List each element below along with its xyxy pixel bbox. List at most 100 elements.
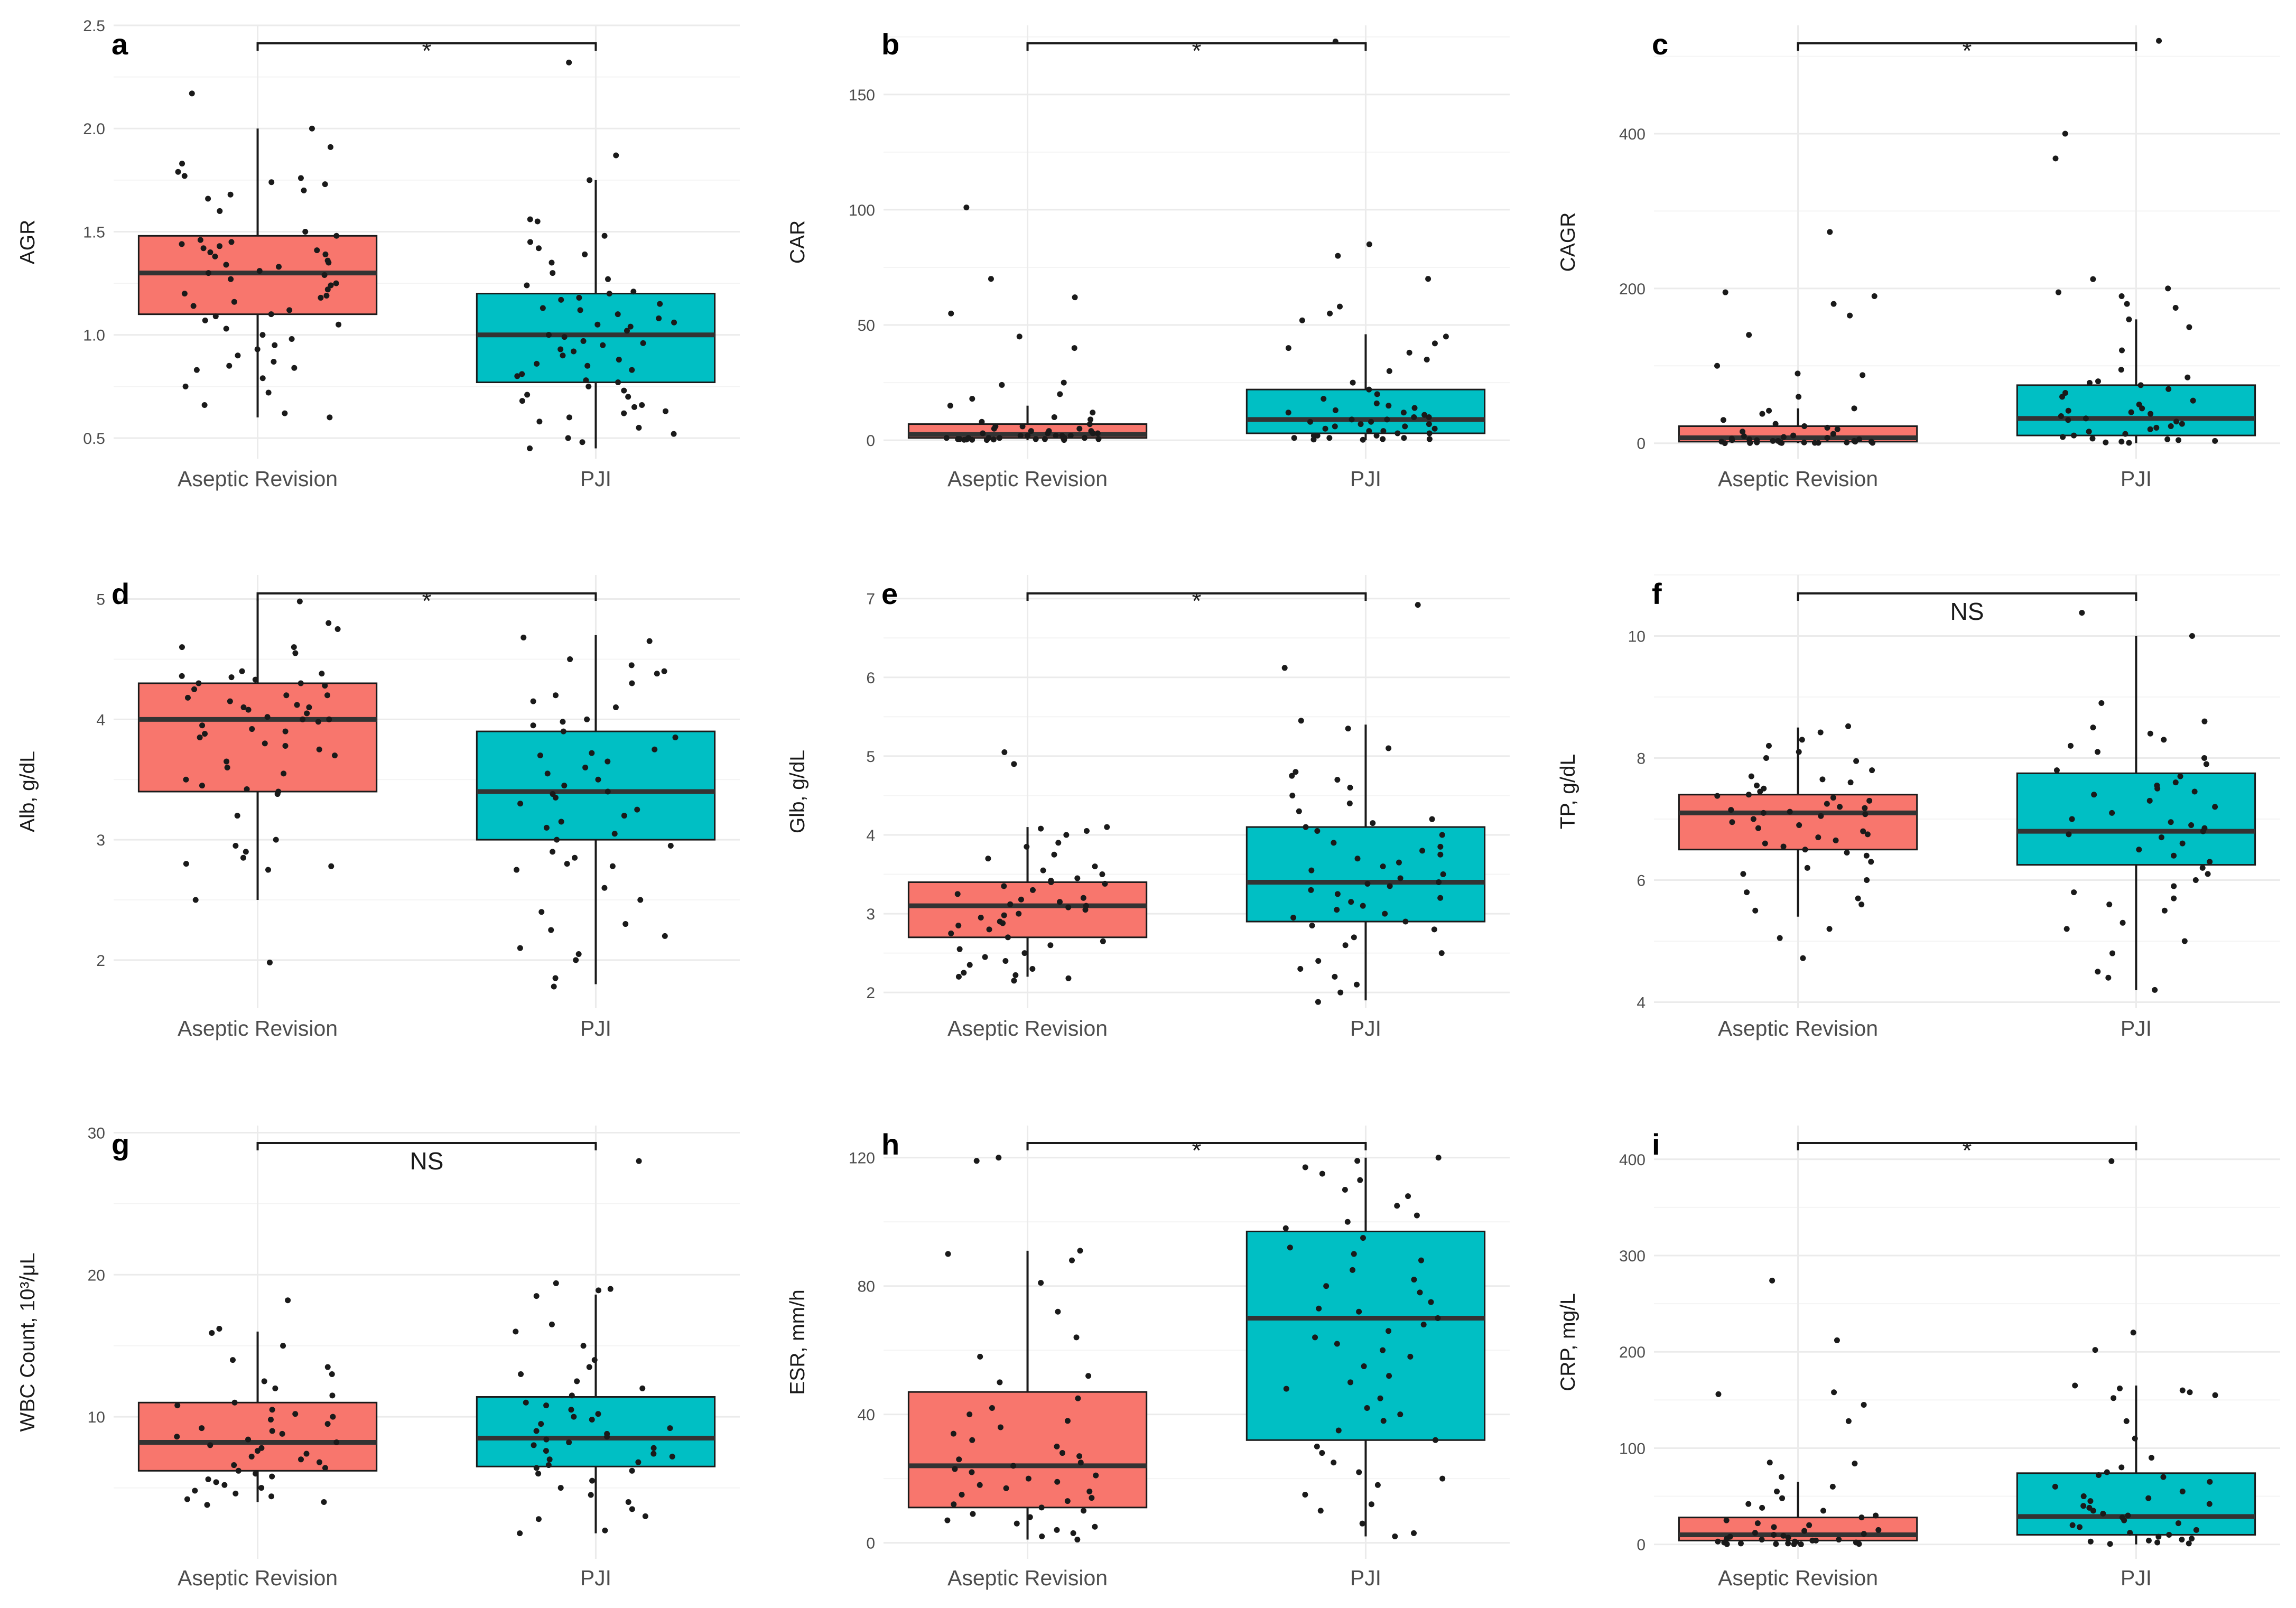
data-point bbox=[609, 863, 616, 869]
panel-tag: i bbox=[1652, 1128, 1660, 1161]
y-axis-label: TP, g/dL bbox=[1557, 754, 1579, 829]
y-tick-label: 3 bbox=[866, 906, 875, 923]
data-point bbox=[1830, 301, 1837, 307]
data-point bbox=[1358, 421, 1364, 427]
data-point bbox=[321, 1499, 327, 1505]
data-point bbox=[1281, 665, 1288, 671]
data-point bbox=[1411, 1277, 1417, 1283]
data-point bbox=[1327, 310, 1333, 317]
data-point bbox=[580, 338, 587, 344]
data-point bbox=[1374, 1482, 1381, 1488]
data-point bbox=[1350, 1267, 1356, 1273]
data-point bbox=[589, 750, 595, 756]
data-point bbox=[656, 315, 662, 321]
data-point bbox=[997, 1379, 1003, 1386]
data-point bbox=[1723, 1517, 1730, 1523]
data-point bbox=[560, 352, 566, 359]
data-point bbox=[224, 764, 230, 770]
data-point bbox=[197, 735, 203, 740]
y-tick-label: 50 bbox=[858, 317, 875, 334]
data-point bbox=[267, 1417, 274, 1423]
data-point bbox=[1323, 1283, 1330, 1289]
data-point bbox=[2103, 439, 2109, 445]
data-point bbox=[1796, 394, 1802, 400]
data-point bbox=[199, 1425, 205, 1432]
data-point bbox=[2094, 749, 2100, 755]
data-point bbox=[1354, 856, 1361, 862]
data-point bbox=[2118, 293, 2125, 299]
data-point bbox=[662, 933, 668, 939]
data-point bbox=[2212, 804, 2218, 810]
data-point bbox=[261, 1378, 267, 1384]
data-point bbox=[230, 1357, 236, 1363]
data-point bbox=[545, 1462, 552, 1468]
data-point bbox=[193, 367, 200, 373]
data-point bbox=[1787, 808, 1793, 815]
significance-label: * bbox=[422, 587, 432, 615]
data-point bbox=[1057, 899, 1063, 905]
data-point bbox=[272, 1385, 278, 1391]
data-point bbox=[298, 680, 304, 686]
data-point bbox=[1437, 895, 1444, 901]
data-point bbox=[259, 375, 266, 382]
data-point bbox=[2128, 409, 2134, 415]
data-point bbox=[517, 945, 523, 951]
data-point bbox=[629, 1467, 635, 1474]
data-point bbox=[2121, 1517, 2127, 1523]
data-point bbox=[627, 323, 634, 330]
data-point bbox=[1055, 840, 1062, 846]
data-point bbox=[1745, 792, 1752, 798]
significance-bracket bbox=[256, 1142, 597, 1150]
data-point bbox=[326, 716, 332, 722]
data-point bbox=[1771, 1524, 1777, 1530]
data-point bbox=[565, 435, 571, 441]
data-point bbox=[2120, 919, 2126, 926]
data-point bbox=[209, 1330, 215, 1336]
data-point bbox=[2155, 1533, 2162, 1540]
data-point bbox=[1085, 1373, 1092, 1379]
data-point bbox=[291, 365, 298, 371]
data-point bbox=[1858, 901, 1865, 908]
data-point bbox=[572, 854, 578, 861]
data-point bbox=[1012, 972, 1019, 978]
data-point bbox=[1368, 419, 1374, 425]
data-point bbox=[324, 1364, 331, 1370]
data-point bbox=[2126, 440, 2132, 446]
y-axis-label: ESR, mm/h bbox=[786, 1289, 809, 1395]
data-point bbox=[2168, 819, 2174, 825]
data-point bbox=[2161, 737, 2167, 743]
data-point bbox=[1387, 883, 1393, 889]
data-point bbox=[2066, 831, 2072, 838]
data-point bbox=[560, 719, 566, 725]
data-point bbox=[943, 435, 950, 441]
data-point bbox=[1420, 1322, 1427, 1328]
data-point bbox=[2161, 907, 2168, 914]
data-point bbox=[1028, 428, 1034, 434]
data-point bbox=[1847, 312, 1853, 319]
data-point bbox=[629, 1506, 635, 1512]
data-point bbox=[272, 342, 278, 348]
data-point bbox=[2108, 1158, 2115, 1164]
data-point bbox=[234, 813, 240, 819]
data-point bbox=[1316, 1305, 1322, 1312]
data-point bbox=[537, 752, 543, 759]
data-point bbox=[324, 692, 331, 699]
data-point bbox=[1862, 811, 1869, 817]
data-point bbox=[1350, 379, 1356, 386]
data-point bbox=[182, 383, 189, 389]
data-point bbox=[604, 1434, 610, 1440]
data-point bbox=[269, 1407, 275, 1413]
data-point bbox=[650, 1445, 657, 1451]
data-point bbox=[333, 233, 340, 239]
data-point bbox=[621, 387, 627, 394]
data-point bbox=[1054, 1443, 1060, 1449]
data-point bbox=[646, 638, 653, 644]
data-point bbox=[282, 410, 288, 416]
data-point bbox=[291, 644, 297, 650]
data-point bbox=[322, 251, 329, 257]
data-point bbox=[233, 843, 239, 849]
data-point bbox=[571, 348, 577, 355]
y-tick-label: 0 bbox=[866, 1535, 875, 1553]
data-point bbox=[326, 620, 332, 626]
